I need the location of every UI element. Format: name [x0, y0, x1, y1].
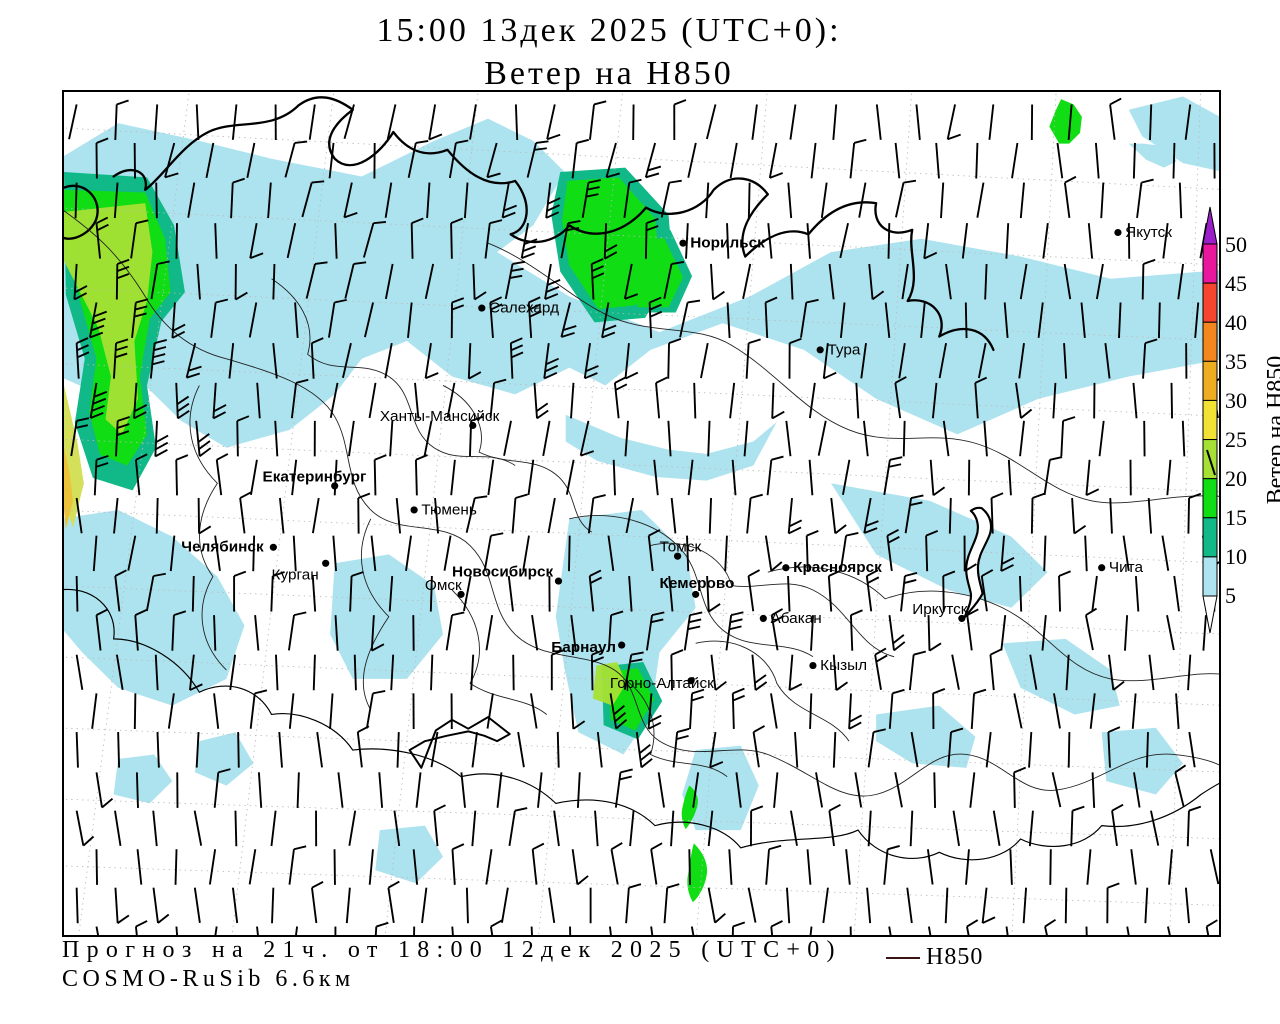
svg-text:Ветер на Н850: Ветер на Н850	[1263, 356, 1280, 505]
svg-text:50: 50	[1225, 232, 1247, 257]
svg-text:15: 15	[1225, 505, 1247, 530]
svg-text:Барнаул: Барнаул	[551, 639, 616, 656]
svg-text:25: 25	[1225, 427, 1247, 452]
svg-text:Томск: Томск	[660, 539, 702, 556]
svg-text:Кызыл: Кызыл	[820, 657, 867, 674]
svg-text:Иркутск: Иркутск	[912, 601, 968, 618]
svg-text:Тюмень: Тюмень	[421, 501, 477, 518]
svg-text:Екатеринбург: Екатеринбург	[263, 469, 367, 486]
svg-text:Чита: Чита	[1109, 559, 1144, 576]
svg-text:20: 20	[1225, 466, 1247, 491]
svg-text:10: 10	[1225, 544, 1247, 569]
svg-text:30: 30	[1225, 388, 1247, 413]
svg-text:40: 40	[1225, 310, 1247, 335]
svg-text:Красноярск: Красноярск	[793, 559, 882, 576]
svg-text:45: 45	[1225, 271, 1247, 296]
svg-text:Новосибирск: Новосибирск	[452, 564, 554, 581]
svg-text:5: 5	[1225, 583, 1236, 608]
svg-text:Тура: Тура	[827, 341, 861, 358]
svg-text:Салехард: Салехард	[489, 300, 559, 317]
svg-text:Челябинск: Челябинск	[181, 539, 264, 556]
svg-text:35: 35	[1225, 349, 1247, 374]
